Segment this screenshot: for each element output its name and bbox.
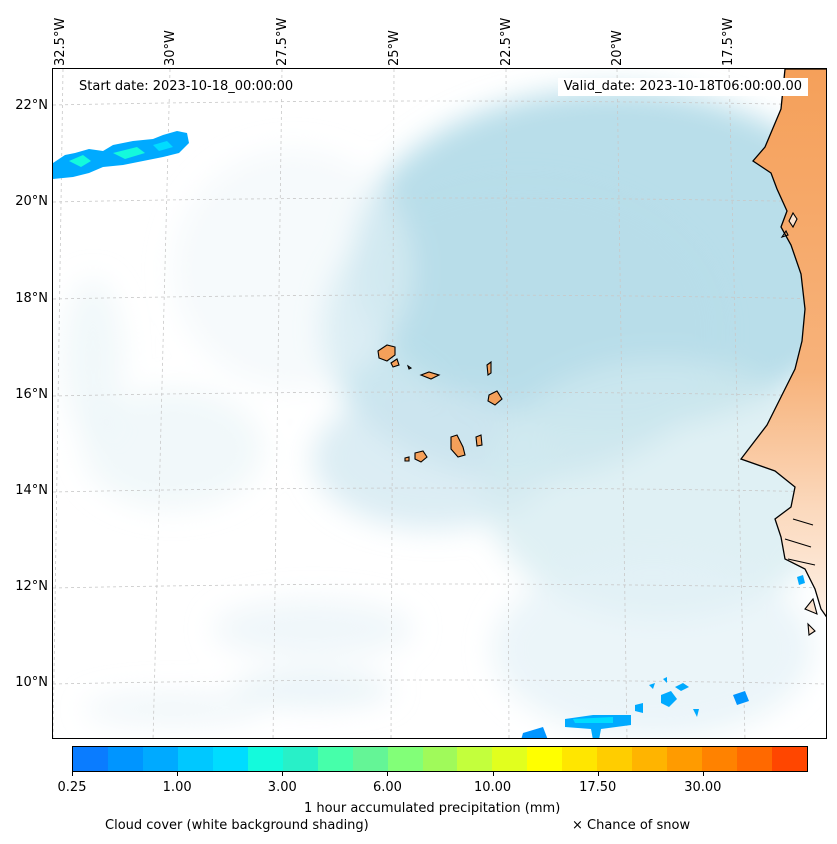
lon-label-30w: 30°W bbox=[163, 30, 178, 66]
island-sao-nicolau bbox=[419, 371, 441, 380]
graticule bbox=[53, 69, 826, 738]
lat-label-10n: 10°N bbox=[15, 675, 48, 690]
lon-label-27-5w: 27.5°W bbox=[275, 17, 290, 66]
colorbar-swatch-10 bbox=[422, 747, 458, 771]
colorbar-swatch-6 bbox=[282, 747, 318, 771]
start-date-label: Start date: 2023-10-18_00:00:00 bbox=[73, 78, 300, 96]
lon-label-20w: 20°W bbox=[610, 30, 625, 66]
colorbar-swatch-18 bbox=[702, 747, 738, 771]
colorbar-swatch-5 bbox=[247, 747, 283, 771]
colorbar-tick-label: 6.00 bbox=[372, 780, 402, 795]
lon-label-17-5w: 17.5°W bbox=[721, 17, 736, 66]
colorbar-swatch-15 bbox=[597, 747, 633, 771]
island-fogo bbox=[414, 450, 428, 463]
island-sal bbox=[486, 360, 492, 376]
cloud-cover-layer bbox=[63, 89, 826, 738]
snow-legend: × Chance of snow bbox=[572, 818, 691, 833]
island-boa-vista bbox=[487, 390, 503, 406]
colorbar-swatch-19 bbox=[737, 747, 773, 771]
cloud-cover-legend: Cloud cover (white background shading) bbox=[105, 818, 369, 833]
precipitation-layer bbox=[53, 131, 805, 738]
island-santo-antao bbox=[377, 344, 396, 362]
valid-date-label: Valid_date: 2023-10-18T06:00:00.00 bbox=[557, 78, 808, 96]
colorbar-swatch-3 bbox=[177, 747, 213, 771]
colorbar-tick-label: 17.50 bbox=[579, 780, 617, 795]
precip-south-7 bbox=[693, 709, 699, 717]
colorbar-tick-label: 0.25 bbox=[57, 780, 87, 795]
colorbar-tick-mark bbox=[492, 772, 494, 776]
precipitation-colorbar bbox=[72, 746, 808, 772]
colorbar-tick-mark bbox=[282, 772, 284, 776]
map-canvas bbox=[53, 69, 826, 738]
colorbar-swatch-7 bbox=[317, 747, 353, 771]
island-sao-vicente bbox=[390, 358, 400, 368]
colorbar-title: 1 hour accumulated precipitation (mm) bbox=[304, 801, 561, 816]
colorbar-tick-mark bbox=[387, 772, 389, 776]
lat-label-22n: 22°N bbox=[15, 98, 48, 113]
colorbar-tick-mark bbox=[72, 772, 73, 776]
colorbar-swatch-9 bbox=[387, 747, 423, 771]
lat-label-12n: 12°N bbox=[15, 579, 48, 594]
island-santa-luzia bbox=[406, 364, 413, 370]
colorbar-tick-mark bbox=[597, 772, 599, 776]
colorbar-swatch-11 bbox=[457, 747, 493, 771]
precip-south-3 bbox=[661, 691, 677, 707]
colorbar-tick-mark bbox=[177, 772, 179, 776]
colorbar-swatch-12 bbox=[492, 747, 528, 771]
precip-south-6 bbox=[635, 703, 643, 713]
precip-south-9 bbox=[663, 677, 667, 683]
lat-label-18n: 18°N bbox=[15, 291, 48, 306]
precip-coast bbox=[797, 575, 805, 585]
lon-label-32-5w: 32.5°W bbox=[53, 17, 68, 66]
colorbar-swatch-17 bbox=[667, 747, 703, 771]
island-brava bbox=[404, 456, 410, 462]
map-panel[interactable]: Start date: 2023-10-18_00:00:00 Valid_da… bbox=[52, 68, 827, 739]
lon-label-22-5w: 22.5°W bbox=[499, 17, 514, 66]
colorbar-tick-label: 3.00 bbox=[267, 780, 297, 795]
colorbar-tick-label: 10.00 bbox=[473, 780, 512, 795]
colorbar-swatch-13 bbox=[527, 747, 563, 771]
africa-coastline bbox=[739, 69, 826, 618]
island-maio bbox=[475, 434, 483, 447]
precip-south-4 bbox=[675, 683, 689, 691]
colorbar-swatch-1 bbox=[107, 747, 143, 771]
colorbar-swatch-2 bbox=[142, 747, 178, 771]
precip-south-2 bbox=[521, 727, 548, 738]
colorbar-swatch-20 bbox=[772, 747, 808, 771]
colorbar-swatch-8 bbox=[352, 747, 388, 771]
colorbar-tick-label: 30.00 bbox=[684, 780, 722, 795]
lat-label-14n: 14°N bbox=[15, 483, 48, 498]
precip-south-8 bbox=[649, 683, 655, 689]
colorbar-tick-label: 1.00 bbox=[162, 780, 192, 795]
colorbar-swatch-0 bbox=[73, 747, 108, 771]
precip-south-5 bbox=[733, 691, 749, 705]
island-santiago bbox=[450, 434, 466, 458]
colorbar-swatch-16 bbox=[632, 747, 668, 771]
coastal-islands bbox=[780, 211, 818, 636]
colorbar-tick-mark bbox=[702, 772, 704, 776]
lat-label-20n: 20°N bbox=[15, 194, 48, 209]
lat-label-16n: 16°N bbox=[15, 387, 48, 402]
cape-verde-islands bbox=[377, 344, 503, 463]
colorbar-swatch-4 bbox=[212, 747, 248, 771]
colorbar-swatch-14 bbox=[562, 747, 598, 771]
lon-label-25w: 25°W bbox=[387, 30, 402, 66]
